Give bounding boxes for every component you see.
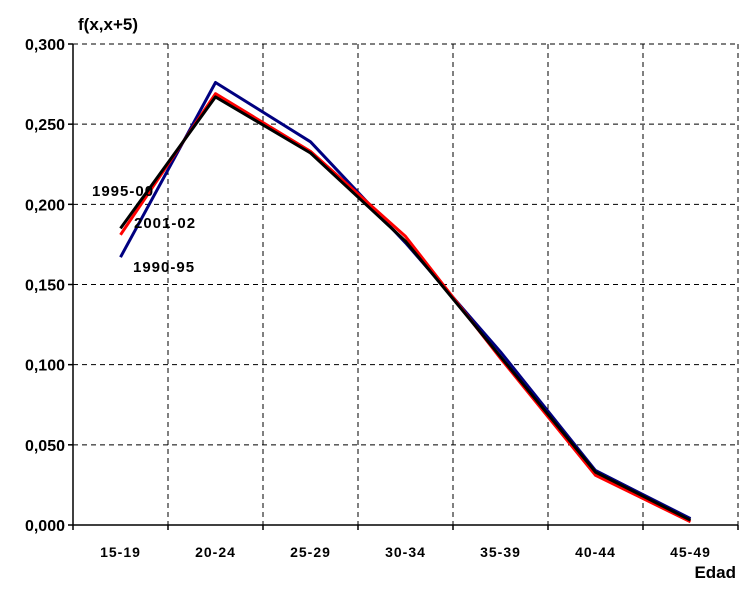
x-tick-label: 35-39	[480, 544, 521, 560]
y-tick-label: 0,150	[25, 278, 65, 295]
series-line-2001-02	[119, 92, 692, 524]
y-tick-label: 0,300	[25, 37, 65, 54]
series-label-1995-00: 1995-00	[92, 183, 154, 200]
x-axis-title: Edad	[694, 563, 736, 582]
x-tick-label: 45-49	[670, 544, 711, 560]
series-line-1990-95	[119, 81, 692, 520]
x-tick-label: 15-19	[100, 544, 141, 560]
grid	[73, 43, 739, 525]
axes	[68, 43, 739, 530]
y-tick-label: 0,100	[25, 358, 65, 375]
y-tick-label: 0,050	[25, 438, 65, 455]
x-tick-label: 25-29	[290, 544, 331, 560]
y-tick-label: 0,250	[25, 117, 65, 134]
x-tick-label: 30-34	[385, 544, 426, 560]
x-tick-label: 40-44	[575, 544, 616, 560]
series-label-2001-02: 2001-02	[134, 215, 196, 232]
y-tick-label: 0,200	[25, 197, 65, 214]
series-line-1995-00	[119, 95, 692, 522]
tick-labels: 0,000 0,050 0,100 0,150 0,200 0,250 0,300 15-19…	[25, 37, 711, 560]
y-tick-label: 0,000	[25, 518, 65, 535]
series-label-1990-95: 1990-95	[133, 259, 195, 276]
series-lines	[119, 81, 692, 524]
series-labels: 1990-95 1995-00 2001-02	[92, 183, 196, 276]
x-tick-label: 20-24	[195, 544, 236, 560]
y-axis-title: f(x,x+5)	[78, 15, 138, 34]
